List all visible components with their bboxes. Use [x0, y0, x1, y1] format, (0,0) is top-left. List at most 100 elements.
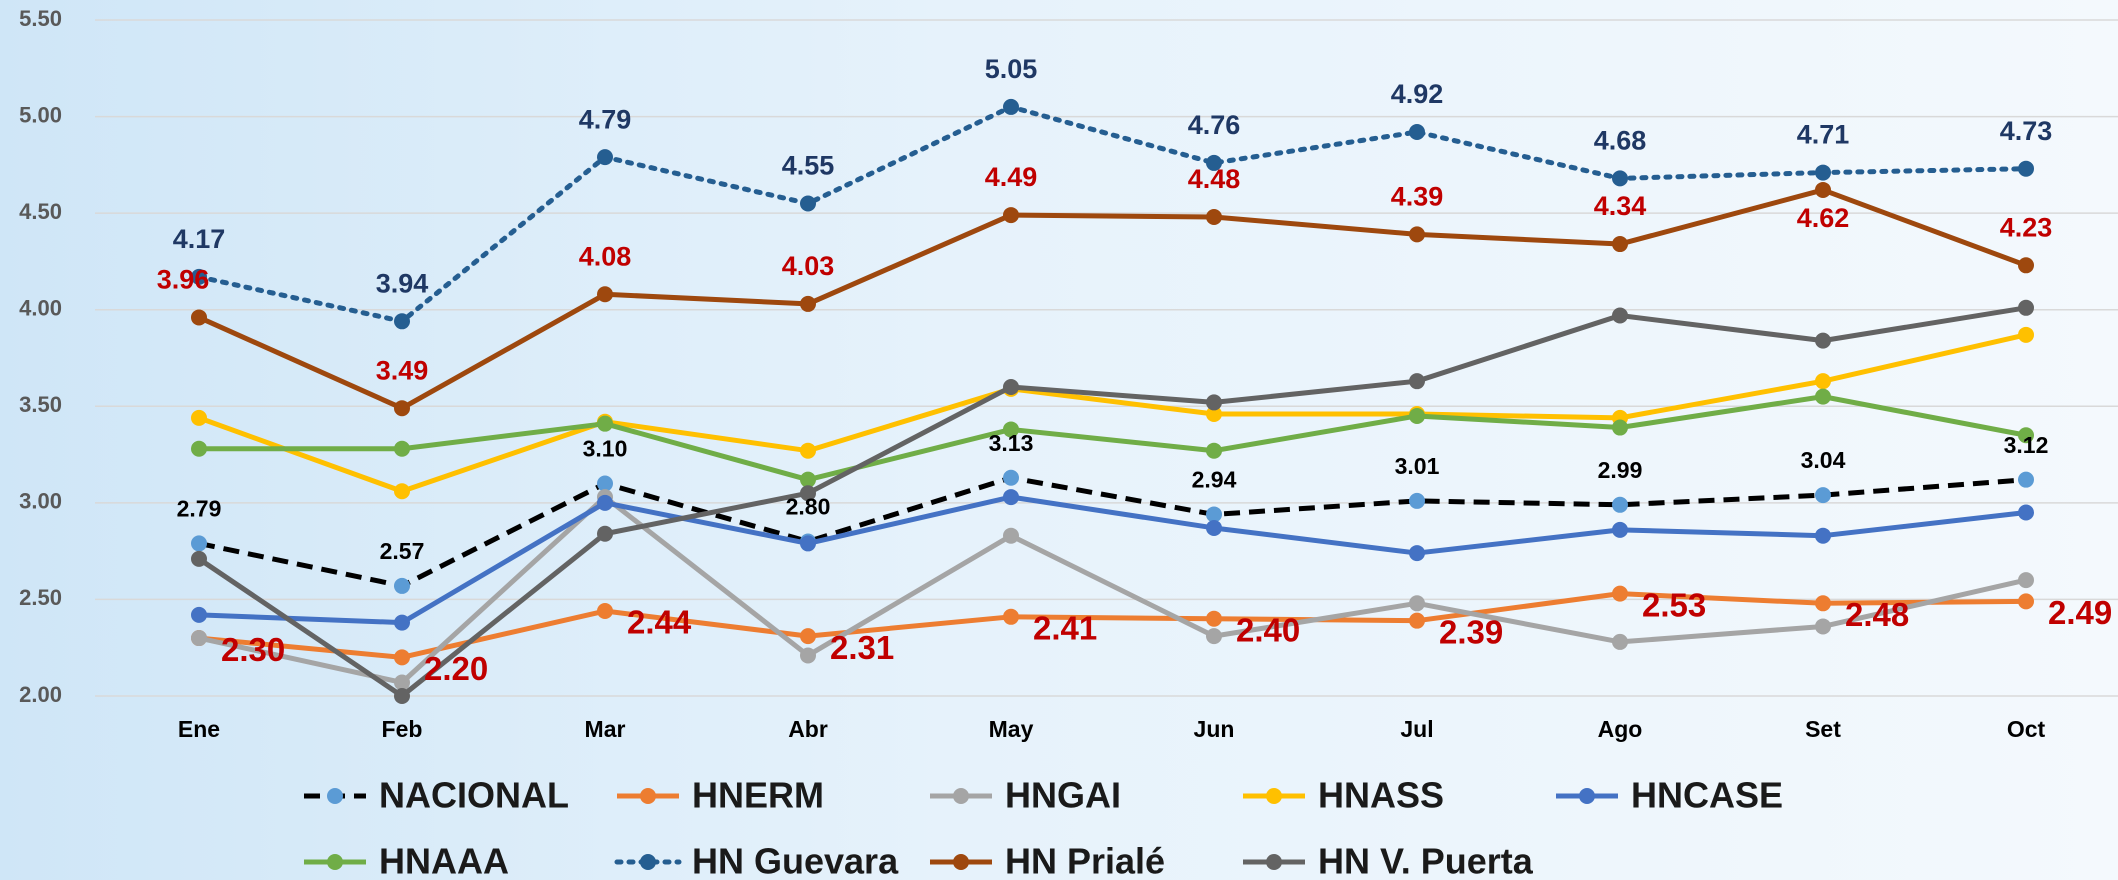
- data-label: 2.31: [830, 629, 894, 666]
- point: [1003, 421, 1019, 438]
- point: [2018, 593, 2034, 610]
- point: [1815, 595, 1831, 612]
- series-line: [198, 591, 2027, 660]
- point: [597, 475, 613, 492]
- y-tick-label: 5.50: [19, 6, 62, 31]
- point: [800, 535, 816, 552]
- data-label: 3.13: [989, 430, 1034, 456]
- data-label: 2.94: [1192, 467, 1237, 493]
- legend-marker: [953, 854, 969, 870]
- point: [1612, 521, 1628, 538]
- point: [394, 688, 410, 704]
- legend-label: HNERM: [692, 775, 824, 816]
- point: [1206, 506, 1222, 523]
- data-label: 2.30: [221, 631, 285, 668]
- data-label: 2.48: [1845, 596, 1909, 633]
- data-label: 4.71: [1797, 120, 1850, 150]
- x-tick-label: Jun: [1194, 716, 1235, 742]
- legend-marker: [327, 788, 343, 804]
- point: [1206, 394, 1222, 411]
- series-line: [198, 332, 2027, 494]
- data-label: 4.17: [173, 224, 226, 254]
- point: [1409, 545, 1425, 562]
- point: [597, 415, 613, 432]
- point: [1409, 407, 1425, 424]
- point: [1206, 154, 1222, 171]
- series-line: [199, 394, 2027, 483]
- point: [191, 268, 207, 285]
- y-tick-label: 2.50: [19, 585, 62, 610]
- data-label: 2.79: [177, 495, 222, 521]
- point: [1409, 595, 1425, 612]
- point: [597, 286, 613, 303]
- x-tick-label: Mar: [585, 716, 626, 742]
- point: [1409, 124, 1425, 141]
- data-label: 3.04: [1801, 447, 1846, 473]
- point: [1409, 612, 1425, 629]
- point: [1003, 527, 1019, 544]
- data-label: 5.05: [985, 54, 1038, 84]
- data-label: 4.48: [1188, 164, 1241, 194]
- point: [597, 603, 613, 620]
- data-label: 4.76: [1188, 110, 1241, 140]
- data-label: 2.41: [1033, 610, 1097, 647]
- legend-marker: [640, 788, 656, 804]
- point: [1409, 492, 1425, 509]
- point: [191, 550, 207, 567]
- series-line: [198, 494, 2027, 626]
- point: [1003, 378, 1019, 395]
- point: [394, 649, 410, 666]
- point: [394, 313, 410, 330]
- legend-marker: [1266, 854, 1282, 870]
- point: [1409, 373, 1425, 390]
- legend-label: HN V. Puerta: [1318, 841, 1534, 880]
- point: [2018, 427, 2034, 444]
- point: [2018, 257, 2034, 274]
- point: [597, 149, 613, 166]
- y-tick-label: 3.50: [19, 392, 62, 417]
- point: [1206, 628, 1222, 645]
- point: [1815, 388, 1831, 405]
- point: [2018, 504, 2034, 521]
- data-label: 2.99: [1598, 457, 1643, 483]
- point: [800, 471, 816, 488]
- legend-label: NACIONAL: [379, 775, 569, 816]
- point: [394, 440, 410, 457]
- point: [1815, 332, 1831, 349]
- x-tick-label: Set: [1805, 716, 1841, 742]
- x-tick-label: Ago: [1598, 716, 1643, 742]
- point: [1815, 527, 1831, 544]
- point: [1612, 496, 1628, 513]
- series-line: [197, 187, 2027, 411]
- data-label: 4.08: [579, 241, 632, 271]
- data-label: 3.12: [2004, 432, 2049, 458]
- data-label: 4.79: [579, 104, 632, 134]
- point: [2018, 471, 2034, 488]
- y-tick-label: 4.50: [19, 199, 62, 224]
- data-label: 4.73: [2000, 116, 2053, 146]
- data-label: 2.40: [1236, 611, 1300, 648]
- point: [191, 630, 207, 647]
- point: [2018, 572, 2034, 589]
- data-label: 3.01: [1395, 453, 1440, 479]
- point: [1003, 207, 1019, 224]
- x-tick-label: May: [989, 716, 1034, 742]
- legend-label: HNCASE: [1631, 775, 1783, 816]
- data-label: 2.20: [424, 650, 488, 687]
- point: [394, 577, 410, 594]
- series-line: [196, 104, 2029, 324]
- data-label: 4.39: [1391, 182, 1444, 212]
- data-label: 4.34: [1594, 191, 1647, 221]
- point: [191, 606, 207, 623]
- x-tick-label: Feb: [382, 716, 423, 742]
- point: [2018, 326, 2034, 343]
- data-label: 4.92: [1391, 79, 1444, 109]
- point: [800, 628, 816, 645]
- data-label: 2.39: [1439, 613, 1503, 650]
- point: [1206, 209, 1222, 226]
- point: [394, 674, 410, 691]
- point: [800, 442, 816, 459]
- point: [191, 440, 207, 457]
- data-label: 3.96: [157, 265, 210, 295]
